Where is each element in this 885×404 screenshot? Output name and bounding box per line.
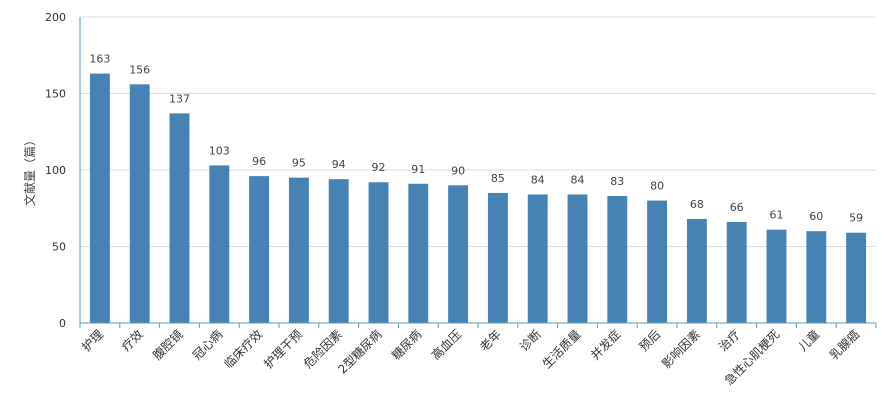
data-label: 84 [571, 173, 585, 186]
bar [607, 196, 628, 323]
data-label: 156 [129, 63, 150, 76]
bar [647, 200, 668, 323]
data-label: 94 [332, 158, 346, 171]
value-labels: 163 156 137 103 96 95 94 92 91 90 85 84 84 83 80 68 66 61… [89, 53, 863, 225]
x-tick-label: 预后 [636, 327, 663, 354]
bars [89, 73, 867, 323]
x-tick-label: 老年 [477, 327, 504, 354]
bar [89, 73, 110, 323]
bar [846, 232, 867, 323]
bar [766, 229, 787, 323]
bar [567, 194, 588, 323]
data-label: 68 [690, 198, 704, 211]
data-label: 95 [292, 157, 306, 170]
bar [169, 113, 190, 323]
bar [527, 194, 548, 323]
data-label: 137 [169, 92, 190, 105]
x-tick-label: 腹腔镜 [150, 327, 186, 363]
x-tick-label: 临床疗效 [221, 327, 266, 372]
y-tick-label: 200 [45, 11, 66, 24]
data-label: 59 [849, 212, 863, 225]
y-axis-label: 文献量（篇） [22, 134, 37, 206]
x-tick-label: 影响因素 [658, 327, 703, 372]
data-label: 103 [209, 144, 230, 157]
y-tick-label: 50 [52, 241, 66, 254]
grid-lines [80, 16, 876, 247]
x-tick-label: 乳腺癌 [826, 327, 862, 363]
bar [328, 179, 349, 323]
x-tick-label: 高血压 [428, 327, 464, 363]
data-label: 92 [372, 161, 386, 174]
y-tick-labels: 0 50 100 150 200 [45, 11, 66, 330]
bar [806, 231, 827, 323]
data-label: 85 [491, 172, 505, 185]
x-tick-label: 糖尿病 [388, 327, 424, 363]
x-tick-label: 护理 [79, 327, 106, 354]
bar [129, 84, 150, 323]
x-tick-label: 疗效 [118, 327, 146, 355]
x-tick-label: 儿童 [795, 327, 823, 355]
x-tick-label: 生活质量 [540, 327, 584, 371]
y-tick-label: 100 [45, 164, 66, 177]
y-tick-label: 150 [45, 88, 66, 101]
bar [368, 182, 389, 323]
data-label: 90 [451, 164, 465, 177]
x-tick-label: 并发症 [587, 327, 623, 363]
data-label: 60 [809, 210, 823, 223]
data-label: 83 [610, 175, 624, 188]
data-label: 96 [252, 155, 266, 168]
axes [79, 17, 877, 328]
x-tick-label: 护理干预 [261, 327, 305, 371]
data-label: 91 [411, 163, 425, 176]
x-tick-label: 冠心病 [189, 327, 225, 363]
x-tick-label: 诊断 [516, 327, 544, 355]
bar [209, 165, 230, 323]
bar [686, 218, 707, 323]
data-label: 61 [770, 209, 784, 222]
x-tick-label: 治疗 [716, 327, 743, 354]
x-tick-label: 2型糖尿病 [335, 327, 385, 377]
data-label: 163 [89, 53, 110, 66]
bar [487, 192, 508, 323]
data-label: 80 [650, 180, 664, 193]
bar [288, 177, 309, 323]
bar [726, 222, 747, 323]
bar [249, 176, 270, 323]
bar [408, 183, 429, 323]
y-tick-label: 0 [59, 317, 66, 330]
bar [448, 185, 469, 323]
data-label: 66 [730, 201, 744, 214]
data-label: 84 [531, 173, 545, 186]
